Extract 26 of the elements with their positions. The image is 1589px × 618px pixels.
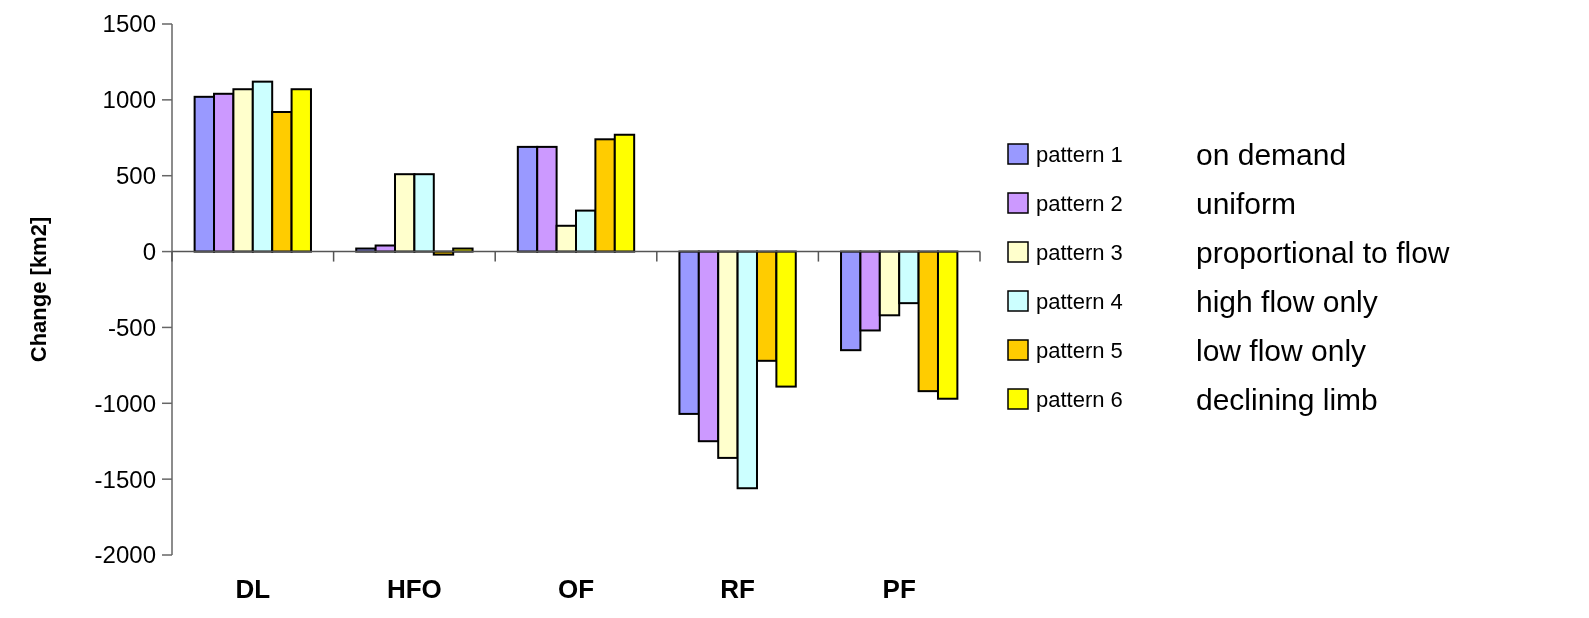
legend-label: pattern 6 [1036,386,1123,412]
y-tick-label: -500 [107,313,156,341]
y-tick-label: -2000 [94,541,156,569]
y-tick-label: 0 [142,237,156,265]
x-tick-label: OF [557,574,595,604]
y-tick-label: 500 [115,162,156,190]
legend-label: pattern 4 [1036,288,1123,314]
x-tick-label: RF [720,574,755,604]
legend-label: pattern 1 [1036,141,1123,167]
x-tick-label: DL [235,574,271,604]
text: proportional to flow [1196,235,1450,269]
legend-label: pattern 3 [1036,239,1123,265]
y-tick-label: -1500 [94,465,156,493]
text: uniform [1196,186,1297,220]
text: on demand [1196,137,1347,171]
legend-label: pattern 2 [1036,190,1123,216]
y-tick-label: 1500 [102,10,156,38]
text: declining limb [1196,382,1378,416]
x-tick-label: PF [882,574,916,604]
y-tick-label: 1000 [102,86,156,114]
x-tick-label: HFO [386,574,442,604]
text: low flow only [1196,333,1367,367]
y-axis-title: Change [km2] [26,216,51,363]
y-tick-label: -1000 [94,389,156,417]
legend-label: pattern 5 [1036,337,1123,363]
text: high flow only [1196,284,1378,318]
